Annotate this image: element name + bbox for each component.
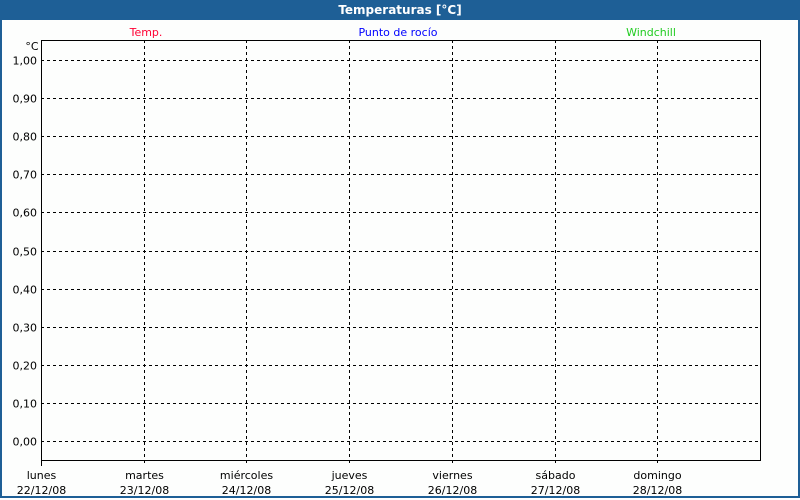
x-tick-day: martes	[125, 469, 164, 482]
x-tick-date: 24/12/08	[222, 484, 271, 497]
window-title: Temperaturas [°C]	[0, 0, 800, 20]
x-tick-day: domingo	[633, 469, 681, 482]
y-tick-label: 0,70	[13, 169, 38, 182]
x-tick-date: 22/12/08	[17, 484, 66, 497]
x-tick-date: 25/12/08	[325, 484, 374, 497]
y-tick-label: 0,40	[13, 284, 38, 297]
plot-frame	[41, 40, 761, 461]
x-tick-date: 28/12/08	[633, 484, 682, 497]
x-tick-day: lunes	[27, 469, 57, 482]
x-tick-date: 26/12/08	[428, 484, 477, 497]
y-tick-label: 0,80	[13, 131, 38, 144]
x-tick-day: viernes	[432, 469, 472, 482]
legend-item: Temp.	[129, 26, 163, 39]
y-axis-unit: °C	[25, 40, 39, 53]
y-tick-label: 1,00	[13, 55, 38, 68]
y-tick-label: 0,20	[13, 360, 38, 373]
x-tick-day: sábado	[536, 469, 576, 482]
y-tick-label: 0,30	[13, 322, 38, 335]
y-tick-label: 0,90	[13, 93, 38, 106]
x-tick-date: 27/12/08	[531, 484, 580, 497]
legend-item: Punto de rocío	[358, 26, 437, 39]
y-tick-label: 0,10	[13, 398, 38, 411]
x-tick-date: 23/12/08	[120, 484, 169, 497]
x-tick-day: jueves	[331, 469, 368, 482]
y-tick-label: 0,00	[13, 436, 38, 449]
y-tick-label: 0,50	[13, 246, 38, 259]
y-tick-label: 0,60	[13, 207, 38, 220]
x-tick-day: miércoles	[220, 469, 273, 482]
legend-item: Windchill	[626, 26, 676, 39]
